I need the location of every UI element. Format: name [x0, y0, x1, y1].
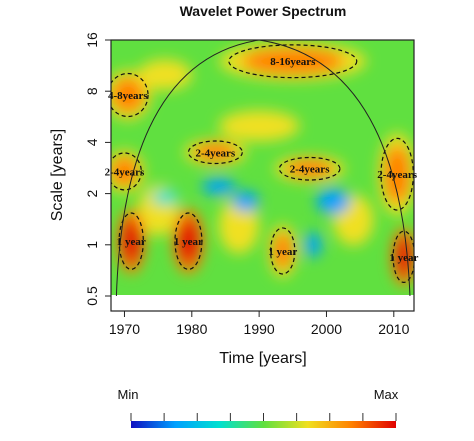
region-label: 8-16years — [270, 56, 316, 68]
region-label: 2-4years — [290, 164, 330, 176]
heatmap-layer — [111, 40, 414, 296]
x-tick-label: 2010 — [378, 321, 409, 337]
heat-region-core — [193, 143, 237, 162]
significance-contour — [174, 212, 203, 270]
y-axis: 0.5 1 2 4 8 16 — [84, 32, 111, 306]
region-label: 1 year — [117, 236, 146, 248]
heat-region-core — [241, 48, 344, 75]
x-axis: 1970 1980 1990 2000 2010 — [109, 311, 410, 337]
heat-ridge — [218, 110, 300, 142]
x-tick-label: 2000 — [311, 321, 342, 337]
significance-contour — [392, 230, 414, 283]
significance-contour — [269, 227, 296, 275]
heat-ridge — [218, 197, 260, 254]
y-tick-label: 2 — [84, 189, 100, 197]
colorbar-max-label: Max — [374, 387, 399, 402]
region-label: 2-4years — [105, 166, 145, 178]
heat-region-core — [111, 77, 144, 113]
heat-region-core — [177, 218, 200, 264]
colorbar-min-label: Min — [118, 387, 139, 402]
region-label: 1 year — [268, 246, 297, 258]
heat-low — [201, 178, 236, 195]
region-label: 1 year — [389, 252, 418, 264]
coi-right-curve — [259, 40, 411, 296]
region-labels: 8-16years 4-8years 2-4years 2-4years 2-4year… — [105, 56, 419, 264]
heat-ridge — [137, 59, 192, 91]
plot-area: 8-16years 4-8years 2-4years 2-4years 2-4year… — [105, 39, 419, 312]
coi-left-curve — [115, 40, 260, 296]
region-label: 2-4years — [196, 147, 236, 159]
colorbar-gradient — [131, 421, 396, 428]
heat-region-core — [285, 159, 334, 178]
heat-low — [304, 232, 322, 258]
heat-region-core — [384, 145, 411, 203]
y-tick-label: 0.5 — [84, 286, 100, 306]
x-tick-label: 1970 — [109, 321, 140, 337]
heat-low — [151, 189, 179, 206]
y-axis-label: Scale [years] — [49, 129, 66, 221]
heat-region-core — [273, 232, 293, 270]
region-label: 1 year — [174, 236, 203, 248]
significance-contour — [380, 137, 414, 211]
y-tick-label: 4 — [84, 138, 100, 146]
heat-region-core — [121, 218, 141, 264]
significance-contour — [228, 44, 358, 79]
cone-of-influence — [115, 40, 411, 296]
heat-low — [232, 191, 260, 212]
significance-contour — [111, 72, 149, 118]
heat-low — [316, 188, 351, 215]
significance-contour — [187, 140, 243, 165]
colorbar-ticks — [130, 413, 397, 421]
y-tick-label: 8 — [84, 87, 100, 95]
heat-blobs — [111, 42, 414, 287]
x-tick-label: 1980 — [176, 321, 207, 337]
y-tick-label: 16 — [84, 32, 100, 48]
region-label: 4-8years — [108, 90, 148, 102]
region-label: 2-4years — [377, 169, 417, 181]
x-tick-label: 1990 — [244, 321, 275, 337]
plot-frame — [110, 39, 415, 312]
colorbar: Min Max — [118, 387, 399, 428]
heat-blank-strip — [111, 295, 414, 296]
y-tick-label: 1 — [84, 241, 100, 249]
significance-contour — [278, 156, 341, 181]
significance-contours — [111, 44, 414, 283]
chart-title: Wavelet Power Spectrum — [180, 3, 347, 19]
x-axis-label: Time [years] — [219, 350, 306, 367]
significance-contour — [118, 212, 144, 270]
significance-contour — [111, 152, 142, 191]
